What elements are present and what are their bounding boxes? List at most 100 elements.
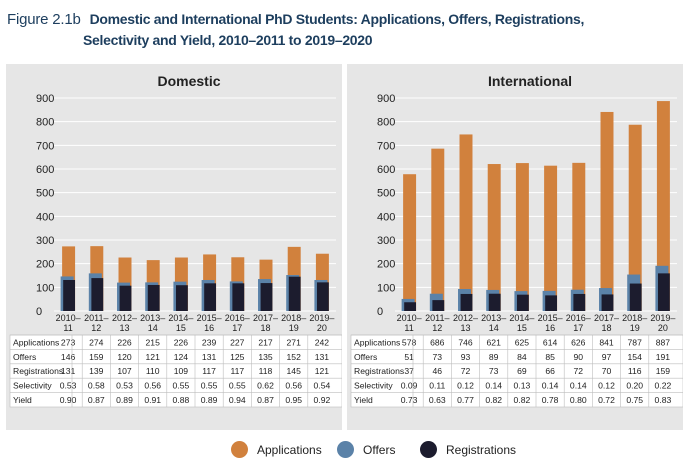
domestic-table-cell: 131 bbox=[61, 366, 76, 376]
international-table-cell: 89 bbox=[489, 352, 499, 362]
domestic-table-cell: 0.87 bbox=[257, 395, 274, 405]
international-x-tick-label: 2019– 20 bbox=[650, 313, 675, 333]
international-table-cell: 0.14 bbox=[570, 381, 587, 391]
domestic-table-cell: 0.95 bbox=[285, 395, 302, 405]
domestic-y-tick-label: 900 bbox=[36, 93, 54, 105]
international-bar-applications bbox=[459, 134, 473, 311]
domestic-table-cell: 227 bbox=[230, 337, 245, 347]
domestic-table-cell: 109 bbox=[174, 366, 189, 376]
international-table-cell: 0.78 bbox=[542, 395, 559, 405]
domestic-table-cell: 0.89 bbox=[116, 395, 133, 405]
international-table-cell: 0.13 bbox=[514, 381, 531, 391]
domestic-x-tick-label: 2017– 18 bbox=[253, 313, 278, 333]
international-bar-registrations bbox=[404, 302, 417, 311]
international-x-tick-label: 2018– 19 bbox=[622, 313, 647, 333]
domestic-table-cell: 215 bbox=[146, 337, 161, 347]
international-x-tick-label: 2010– 11 bbox=[397, 313, 422, 333]
international-table-row-label: Yield bbox=[354, 395, 373, 405]
domestic-bar-registrations bbox=[119, 285, 132, 311]
legend-item-registrations: Registrations bbox=[420, 441, 516, 458]
domestic-table-cell: 110 bbox=[146, 366, 160, 376]
legend-item-applications: Applications bbox=[231, 441, 322, 458]
international-table-cell: 0.75 bbox=[626, 395, 643, 405]
international-table-cell: 625 bbox=[515, 337, 530, 347]
international-table-cell: 0.77 bbox=[457, 395, 474, 405]
domestic-chart-panel: Domestic 0 100 200 300 400 500 600 700 800 900 2010… bbox=[6, 64, 342, 430]
international-table-cell: 191 bbox=[656, 352, 671, 362]
domestic-x-tick-label: 2013– 14 bbox=[140, 313, 165, 333]
international-table-cell: 0.73 bbox=[401, 395, 418, 405]
domestic-table-cell: 0.53 bbox=[116, 381, 133, 391]
domestic-table-cell: 0.92 bbox=[314, 395, 331, 405]
domestic-table-row-label: Selectivity bbox=[13, 381, 52, 391]
international-table-cell: 0.14 bbox=[485, 381, 502, 391]
international-table-cell: 0.72 bbox=[598, 395, 615, 405]
international-table-cell: 0.80 bbox=[570, 395, 587, 405]
international-table-cell: 0.83 bbox=[655, 395, 672, 405]
figure-title-line2: Selectivity and Yield, 2010–2011 to 2019… bbox=[83, 32, 373, 48]
domestic-y-tick-label: 300 bbox=[36, 235, 54, 247]
figure-label: Figure 2.1b bbox=[7, 11, 81, 28]
domestic-table-cell: 0.56 bbox=[285, 381, 302, 391]
domestic-x-tick-label: 2019– 20 bbox=[309, 313, 334, 333]
domestic-table-cell: 0.90 bbox=[60, 395, 77, 405]
domestic-table-cell: 226 bbox=[174, 337, 189, 347]
international-y-tick-label: 800 bbox=[377, 117, 395, 129]
domestic-y-tick-label: 800 bbox=[36, 117, 54, 129]
domestic-table-cell: 159 bbox=[89, 352, 104, 362]
domestic-table-cell: 152 bbox=[287, 352, 302, 362]
international-x-tick-label: 2013– 14 bbox=[481, 313, 506, 333]
domestic-table-cell: 118 bbox=[259, 366, 273, 376]
domestic-table-cell: 0.89 bbox=[201, 395, 218, 405]
domestic-bar-registrations bbox=[175, 285, 188, 311]
domestic-table-cell: 131 bbox=[202, 352, 217, 362]
international-bar-applications bbox=[515, 163, 529, 311]
domestic-y-tick-label: 600 bbox=[36, 164, 54, 176]
domestic-y-tick-label: 0 bbox=[36, 306, 42, 318]
international-table-cell: 159 bbox=[656, 366, 671, 376]
international-table-cell: 0.82 bbox=[485, 395, 502, 405]
international-bar-registrations bbox=[629, 283, 642, 311]
domestic-table-cell: 0.62 bbox=[257, 381, 274, 391]
international-table-cell: 70 bbox=[602, 366, 612, 376]
domestic-table-cell: 131 bbox=[315, 352, 330, 362]
domestic-table-cell: 135 bbox=[258, 352, 273, 362]
domestic-table-cell: 226 bbox=[117, 337, 132, 347]
international-table-cell: 0.14 bbox=[542, 381, 559, 391]
legend-label-offers: Offers bbox=[363, 442, 396, 457]
international-table-cell: 73 bbox=[489, 366, 499, 376]
international-y-tick-label: 0 bbox=[377, 306, 383, 318]
international-y-tick-label: 300 bbox=[377, 235, 395, 247]
international-table-cell: 85 bbox=[545, 352, 555, 362]
international-table-cell: 90 bbox=[574, 352, 584, 362]
international-bar-registrations bbox=[460, 293, 473, 311]
domestic-bar-registrations bbox=[260, 283, 273, 311]
domestic-table-cell: 271 bbox=[287, 337, 302, 347]
international-y-tick-label: 700 bbox=[377, 140, 395, 152]
international-table-cell: 578 bbox=[402, 337, 417, 347]
legend-swatch-applications bbox=[231, 441, 248, 458]
domestic-y-tick-label: 400 bbox=[36, 211, 54, 223]
international-table-row-label: Applications bbox=[354, 337, 400, 347]
domestic-bar-registrations bbox=[316, 282, 329, 311]
international-table-cell: 0.12 bbox=[457, 381, 474, 391]
international-table-cell: 73 bbox=[433, 352, 443, 362]
legend-item-offers: Offers bbox=[337, 441, 395, 458]
international-bar-registrations bbox=[432, 300, 445, 311]
domestic-y-tick-label: 100 bbox=[36, 282, 54, 294]
international-bar-applications bbox=[431, 148, 445, 311]
domestic-table-cell: 273 bbox=[61, 337, 76, 347]
international-chart-panel: International 0 100 200 300 400 500 600 700 800 90… bbox=[347, 64, 683, 430]
international-x-tick-label: 2011– 12 bbox=[425, 313, 449, 333]
international-bar-applications bbox=[600, 111, 614, 311]
domestic-table-cell: 242 bbox=[315, 337, 330, 347]
domestic-x-tick-label: 2010– 11 bbox=[56, 313, 81, 333]
international-table-cell: 746 bbox=[458, 337, 473, 347]
legend-label-registrations: Registrations bbox=[446, 442, 517, 457]
domestic-table-cell: 117 bbox=[230, 366, 244, 376]
domestic-table-cell: 120 bbox=[117, 352, 132, 362]
domestic-table-cell: 121 bbox=[315, 366, 330, 376]
international-chart-title: International bbox=[488, 73, 572, 89]
legend: Applications Offers Registrations bbox=[0, 438, 692, 464]
international-table-row-label: Offers bbox=[354, 352, 377, 362]
